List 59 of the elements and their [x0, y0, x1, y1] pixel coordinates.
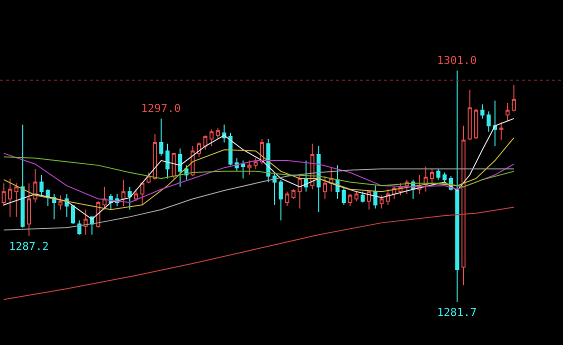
candlestick — [71, 204, 76, 225]
candlestick — [26, 182, 32, 236]
candlestick — [178, 148, 182, 188]
candlestick — [380, 194, 384, 209]
candlestick — [436, 168, 440, 180]
candlestick — [210, 128, 214, 147]
candlestick — [461, 125, 466, 286]
candlestick — [278, 179, 283, 221]
candlestick — [322, 176, 327, 200]
candlestick — [342, 186, 346, 206]
candlestick — [102, 186, 107, 210]
candlestick — [354, 191, 358, 202]
candlestick — [159, 118, 164, 156]
candlestick — [373, 185, 378, 209]
candlestick — [40, 174, 44, 196]
annotation: 1281.7 — [437, 306, 477, 319]
candlestick — [348, 194, 352, 207]
candlestick — [58, 194, 62, 210]
candlestick — [386, 188, 390, 206]
candlestick — [241, 160, 246, 179]
candlestick — [33, 168, 38, 203]
candlestick — [121, 179, 126, 207]
candlestick — [430, 168, 434, 186]
candlestick — [128, 186, 132, 210]
candlestick — [442, 172, 447, 184]
candlestick — [455, 70, 460, 302]
candlestick — [291, 188, 296, 200]
candlestick — [366, 190, 372, 210]
candlestick — [254, 158, 258, 170]
candlestick — [492, 100, 498, 147]
annotation: 1297.0 — [141, 102, 181, 115]
candlestick — [486, 110, 491, 132]
candlestick — [216, 128, 220, 140]
candlestick — [360, 191, 365, 203]
candlestick — [512, 84, 516, 112]
candlestick — [84, 209, 88, 236]
candlestick — [285, 191, 290, 207]
annotation: 1301.0 — [437, 54, 477, 67]
candlestick — [474, 108, 478, 140]
candlestick — [8, 178, 12, 218]
annotation: 1287.2 — [9, 240, 49, 253]
candlestick — [499, 122, 504, 141]
candlestick — [272, 173, 277, 206]
candlestick — [203, 134, 208, 150]
candlestick — [140, 182, 144, 206]
candlestick — [228, 132, 233, 166]
candlestick — [298, 176, 302, 209]
candlestick — [316, 146, 321, 213]
candlestick — [172, 152, 176, 179]
candlestick — [20, 124, 25, 228]
candlestick — [152, 134, 157, 180]
candlestick — [77, 220, 82, 236]
candlestick — [506, 102, 510, 122]
candlestick — [247, 160, 252, 176]
candlestick — [165, 143, 170, 179]
candlestick — [14, 182, 18, 218]
candlestick — [468, 89, 472, 141]
candlestick — [480, 104, 484, 120]
candlestick — [134, 188, 138, 202]
